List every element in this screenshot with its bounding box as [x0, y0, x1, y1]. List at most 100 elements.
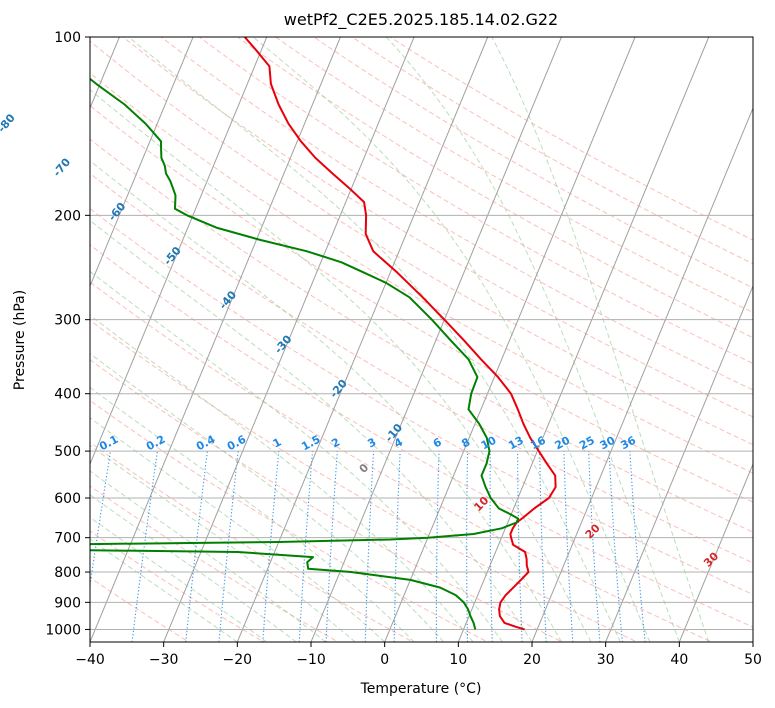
dry-adiabat	[351, 37, 753, 265]
moist-adiabat	[90, 270, 503, 642]
y-tick-label: 100	[54, 30, 81, 46]
mixing-ratio-label: 2	[329, 435, 342, 450]
mixing-ratio-label: 16	[528, 434, 548, 453]
isotherm-label: -80	[0, 111, 18, 135]
mixing-ratio-label: 0.4	[194, 433, 218, 454]
plot-frame	[89, 36, 754, 643]
isotherm	[531, 106, 753, 642]
mixing-ratio-line	[364, 451, 375, 642]
x-tick-label: 20	[523, 652, 541, 668]
profile-lines	[90, 37, 557, 631]
dry-adiabat	[90, 399, 489, 642]
y-tick-label: 500	[54, 444, 81, 460]
isotherm	[752, 640, 753, 642]
x-tick-label: 30	[597, 652, 615, 668]
isotherm-label: -20	[327, 377, 350, 401]
isotherm-label: -10	[383, 421, 406, 445]
line-labels: 0.10.20.40.611.52346810131620253036-100-…	[0, 111, 722, 570]
dry-adiabat-label: 30	[701, 549, 721, 569]
dry-adiabat	[90, 105, 753, 503]
x-tick-label: 50	[744, 652, 762, 668]
mixing-ratio-line	[588, 451, 601, 642]
dry-adiabat-label: 10	[471, 494, 491, 514]
isotherm-label: -40	[216, 288, 239, 312]
moist-adiabat	[90, 352, 444, 642]
dry-adiabat	[90, 72, 753, 474]
y-tick-label: 800	[54, 565, 81, 581]
mixing-ratio-line	[563, 451, 574, 642]
isotherm	[457, 37, 710, 642]
y-tick-label: 700	[54, 531, 81, 547]
mixing-ratio-label: 30	[598, 434, 618, 453]
dry-adiabat	[90, 172, 753, 564]
moist-adiabat	[90, 516, 268, 642]
dry-adiabat	[90, 138, 753, 533]
isotherm	[384, 37, 636, 642]
y-tick-label: 300	[54, 313, 81, 329]
y-tick-label: 900	[54, 595, 81, 611]
mixing-ratio-label: 13	[506, 434, 526, 453]
moist-adiabat	[90, 89, 592, 642]
mixing-ratio-label: 1	[271, 435, 284, 450]
isotherm-label: -70	[50, 155, 73, 179]
mixing-ratio-line	[90, 451, 112, 589]
isotherm	[605, 284, 753, 642]
x-tick-label: −30	[149, 652, 179, 668]
chart-title: wetPf2_C2E5.2025.185.14.02.G22	[284, 10, 558, 30]
isotherm-label: -60	[106, 200, 129, 224]
mixing-ratio-line	[325, 451, 338, 642]
mixing-ratio-line	[218, 451, 239, 642]
y-axis: 100 200 300 400 500 600 700 800 900 1000	[45, 30, 90, 638]
moist-adiabat	[90, 219, 533, 642]
mixing-ratio-line	[393, 451, 401, 642]
x-tick-label: 0	[380, 652, 389, 668]
moist-adiabat	[90, 538, 238, 642]
isotherm	[678, 462, 753, 642]
y-tick-label: 600	[54, 491, 81, 507]
moist-adiabat	[90, 444, 356, 642]
dry-adiabat	[90, 441, 414, 642]
dry-adiabat	[90, 244, 753, 628]
mixing-ratio-label: 6	[431, 435, 444, 450]
y-axis-label: Pressure (hPa)	[12, 290, 28, 390]
moist-adiabat	[90, 417, 386, 642]
x-tick-label: −40	[75, 652, 105, 668]
moist-adiabat	[491, 37, 710, 642]
isotherm-label: -30	[272, 332, 295, 356]
mixing-ratio-line	[298, 451, 314, 642]
x-tick-label: −20	[223, 652, 253, 668]
mixing-ratio-line	[131, 451, 158, 642]
moist-adiabat	[128, 37, 621, 642]
moist-adiabat	[90, 314, 474, 642]
moist-adiabat	[90, 160, 562, 642]
moist-adiabat	[252, 37, 651, 642]
y-tick-label: 1000	[45, 622, 81, 638]
mixing-ratio-label: 25	[577, 434, 597, 453]
temperature-profile	[243, 37, 557, 631]
dewpoint-profile	[90, 77, 520, 630]
x-tick-label: −10	[296, 652, 326, 668]
isotherm	[90, 37, 268, 466]
dry-adiabat	[312, 37, 753, 289]
mixing-ratio-line	[489, 451, 493, 642]
x-tick-label: 10	[449, 652, 467, 668]
mixing-ratio-line	[608, 451, 623, 642]
mixing-ratio-line	[539, 451, 547, 642]
dry-adiabat	[236, 37, 753, 339]
mixing-ratio-label: 10	[479, 434, 499, 453]
mixing-ratio-label: 0.6	[225, 433, 249, 454]
y-tick-label: 400	[54, 387, 81, 403]
mixing-ratio-line	[466, 451, 469, 642]
mixing-ratio-label: 8	[459, 435, 472, 450]
x-axis: −40 −30 −20 −10 0 10 20 30 40 50	[75, 642, 762, 668]
x-tick-label: 40	[670, 652, 688, 668]
mixing-ratio-line	[185, 451, 208, 642]
mixing-ratio-line	[435, 451, 440, 642]
dry-adiabat-label: 20	[583, 521, 603, 541]
y-tick-label: 200	[54, 208, 81, 224]
dry-adiabat	[198, 37, 753, 365]
dry-adiabat	[274, 37, 753, 313]
mixing-ratio-label: 0.2	[144, 433, 167, 454]
x-axis-label: Temperature (°C)	[360, 681, 482, 697]
